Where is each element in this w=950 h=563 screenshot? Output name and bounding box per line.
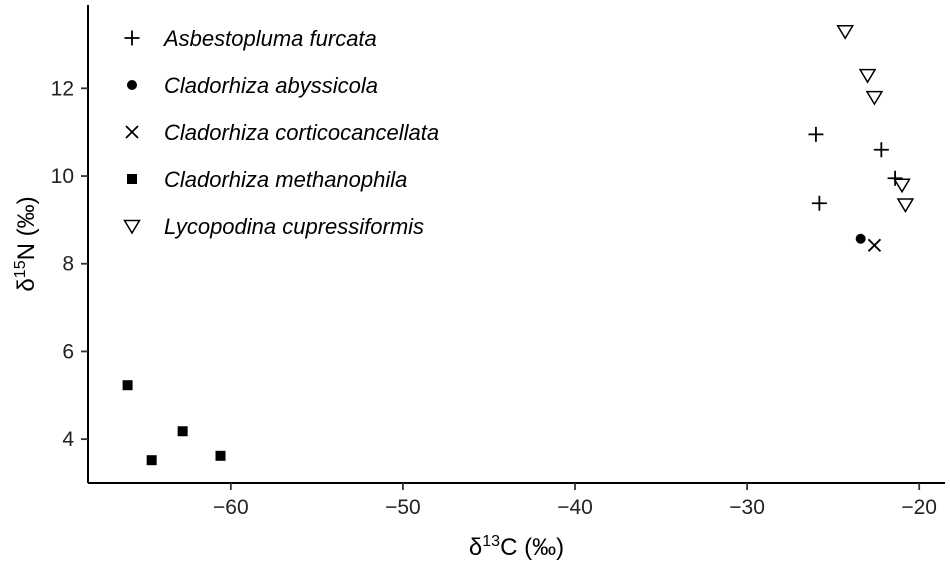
legend-symbol [123, 219, 141, 235]
data-point [873, 142, 889, 158]
data-point [887, 170, 903, 186]
legend-label: Cladorhiza abyssicola [164, 73, 378, 98]
x-tick-label: −40 [557, 496, 593, 519]
data-point [855, 233, 866, 244]
x-tick-label: −60 [213, 496, 249, 519]
data-point [836, 25, 855, 40]
y-tick-label: 10 [51, 165, 74, 188]
data-point [867, 238, 882, 252]
data-point [858, 68, 877, 84]
series-triangle-down [836, 25, 915, 213]
data-marks [122, 25, 915, 466]
y-tick-label: 6 [62, 340, 74, 363]
data-point [896, 198, 915, 213]
series-circle [855, 233, 866, 244]
y-axis-title: δ15N (‰) [12, 196, 40, 291]
series-square [122, 380, 226, 466]
legend-symbol [127, 174, 137, 184]
data-point [808, 126, 824, 142]
data-point [215, 450, 226, 461]
ticks: −60 −50 −40 −30 −20 4 6 8 10 12 [51, 77, 937, 519]
data-point [865, 90, 884, 106]
data-point [146, 455, 157, 466]
x-tick-label: −30 [729, 496, 765, 519]
y-tick-label: 4 [62, 428, 74, 451]
data-point [177, 426, 188, 437]
legend-label: Cladorhiza methanophila [164, 167, 407, 192]
x-tick-label: −50 [385, 496, 421, 519]
legend-symbol [124, 30, 140, 46]
legend-symbol [127, 80, 137, 90]
data-point [893, 178, 911, 194]
x-axis-title: δ13C (‰) [469, 533, 564, 561]
legend: Asbestopluma furcata Cladorhiza abyssicol… [123, 26, 439, 239]
legend-label: Asbestopluma furcata [162, 26, 377, 51]
data-point [122, 380, 133, 391]
legend-label: Cladorhiza corticocancellata [164, 120, 439, 145]
y-tick-label: 8 [62, 253, 74, 276]
series-plus [808, 126, 903, 211]
legend-label: Lycopodina cupressiformis [164, 214, 424, 239]
series-cross [867, 238, 882, 252]
legend-symbol [125, 125, 139, 139]
data-point [811, 195, 827, 211]
y-tick-label: 12 [51, 77, 74, 100]
x-tick-label: −20 [901, 496, 937, 519]
